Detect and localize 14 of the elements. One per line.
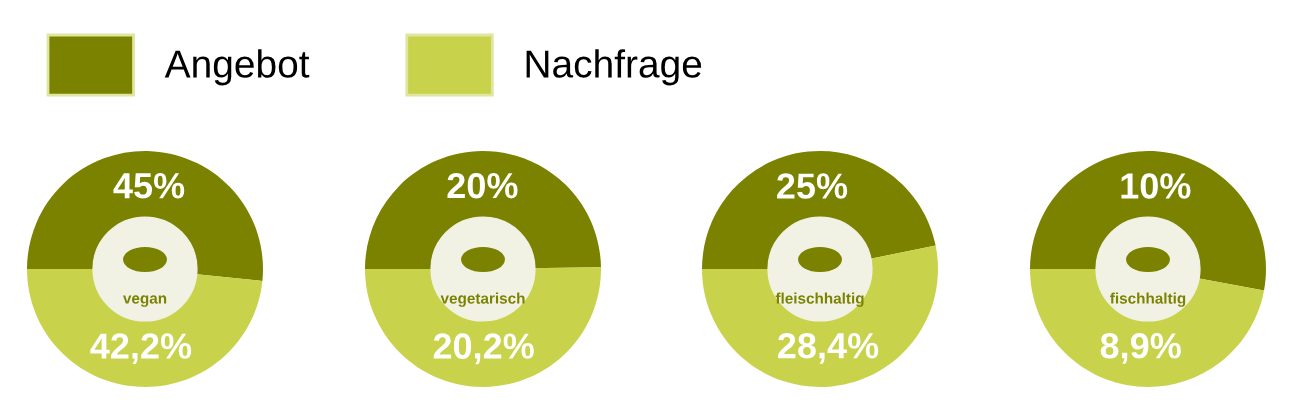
data-label: 45% [113, 173, 185, 199]
data-label: 10% [1121, 173, 1191, 199]
data-label: 20,2% [433, 333, 534, 365]
text: vegetarisch [440, 292, 525, 307]
text: vegan [122, 295, 167, 307]
data-label: 8,9% [1100, 333, 1181, 364]
text: fleischhaltig [775, 292, 864, 307]
data-label: 25% [777, 173, 848, 199]
legend-label: Angebot [164, 49, 310, 86]
legend-label: Nachfrage [526, 49, 702, 86]
data-label: 42,2% [90, 333, 192, 365]
data-label: 20% [447, 172, 518, 199]
text: fischhaltig [1110, 292, 1186, 307]
data-label: 28,4% [778, 332, 879, 364]
